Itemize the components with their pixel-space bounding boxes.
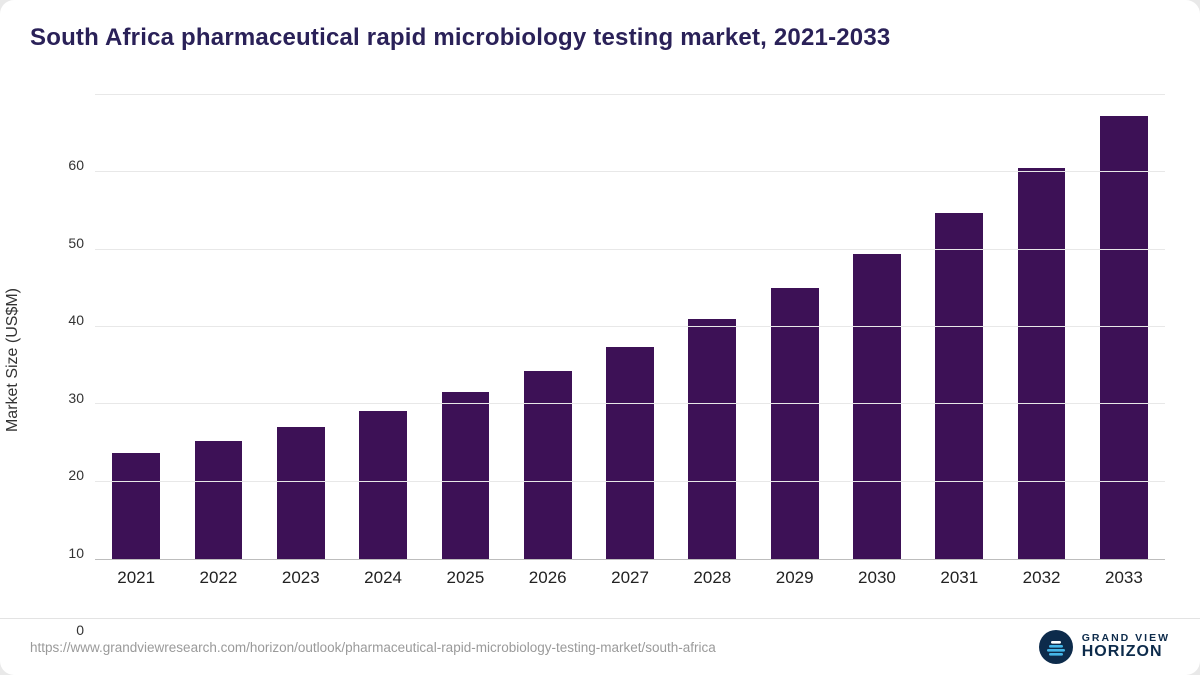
bar-2021 [112,453,161,559]
source-url: https://www.grandviewresearch.com/horizo… [30,639,716,655]
gridline [95,94,1165,95]
bar-2026 [523,371,572,559]
brand-logo: GRAND VIEW HORIZON [1038,630,1170,664]
x-tick-label: 2032 [1022,568,1061,587]
gridline [95,171,1165,173]
bar-2027 [606,347,654,559]
y-tick-label: 40 [68,312,84,329]
plot-wrap [95,94,1165,560]
bar-2032 [1017,168,1066,559]
x-tick-label: 2027 [611,568,649,587]
bar-slot [836,95,918,559]
gridline [95,403,1165,405]
bar-2033 [1100,115,1148,559]
x-tick-label: 2025 [446,568,485,587]
bar-slot [918,95,1000,559]
y-tick-label: 20 [68,467,84,484]
x-tick-label: 2022 [199,568,238,587]
y-tick-label: 10 [68,544,84,561]
y-tick-label: 30 [68,389,84,406]
bar-slot [1083,95,1165,559]
x-tick-label: 2031 [940,568,979,587]
bar-2025 [441,391,490,559]
bar-slot [754,95,836,559]
y-tick-label: 60 [68,157,84,173]
y-axis-label-text: Market Size (US$M) [4,287,21,433]
gridline [95,480,1165,482]
bar-slot [671,95,753,559]
brand-name-bottom: HORIZON [1081,643,1163,661]
x-tick-label: 2028 [693,568,732,587]
x-tick-label: 2029 [775,568,814,587]
bar-2031 [935,213,984,559]
y-tick-label: 0 [76,622,84,638]
gridline [95,248,1165,250]
brand-text: GRAND VIEW HORIZON [1082,633,1170,661]
bar-2023 [276,426,325,559]
gridline [95,326,1165,327]
bar-slot [507,95,589,559]
footer: https://www.grandviewresearch.com/horizo… [0,618,1200,675]
horizon-logo-icon [1038,630,1073,664]
x-tick-label: 2030 [858,568,896,587]
bar-2028 [688,319,737,559]
plot-area [95,94,1165,560]
x-tick-label: 2023 [281,568,320,587]
bar-slot [342,95,424,559]
chart-region: Market Size (US$M) 0 10 20 30 40 50 60 2021 202… [0,70,1200,638]
bar-slot [260,95,342,559]
bar-slot [177,95,259,559]
bar-slot [589,95,671,559]
bar-2024 [359,410,407,559]
y-tick-labels: 0 10 20 30 40 50 60 [60,157,92,638]
bar-2030 [853,253,901,559]
bar-slot [1000,95,1082,559]
chart-title: South Africa pharmaceutical rapid microb… [30,24,891,51]
y-axis-label: Market Size (US$M) [0,160,28,560]
bar-2022 [194,441,243,559]
x-tick-label: 2024 [364,568,402,587]
bars-row [95,95,1165,559]
bar-slot [95,95,177,559]
bar-2029 [770,288,819,559]
y-tick-label: 50 [68,234,84,251]
x-tick-label: 2021 [117,568,156,587]
x-tick-label: 2033 [1104,568,1143,587]
brand-name-top: GRAND VIEW [1081,632,1170,645]
x-tick-label: 2026 [528,568,567,587]
bar-slot [424,95,506,559]
x-tick-labels: 2021 2022 2023 2024 2025 2026 2027 2028 2029 2030… [95,568,1165,588]
